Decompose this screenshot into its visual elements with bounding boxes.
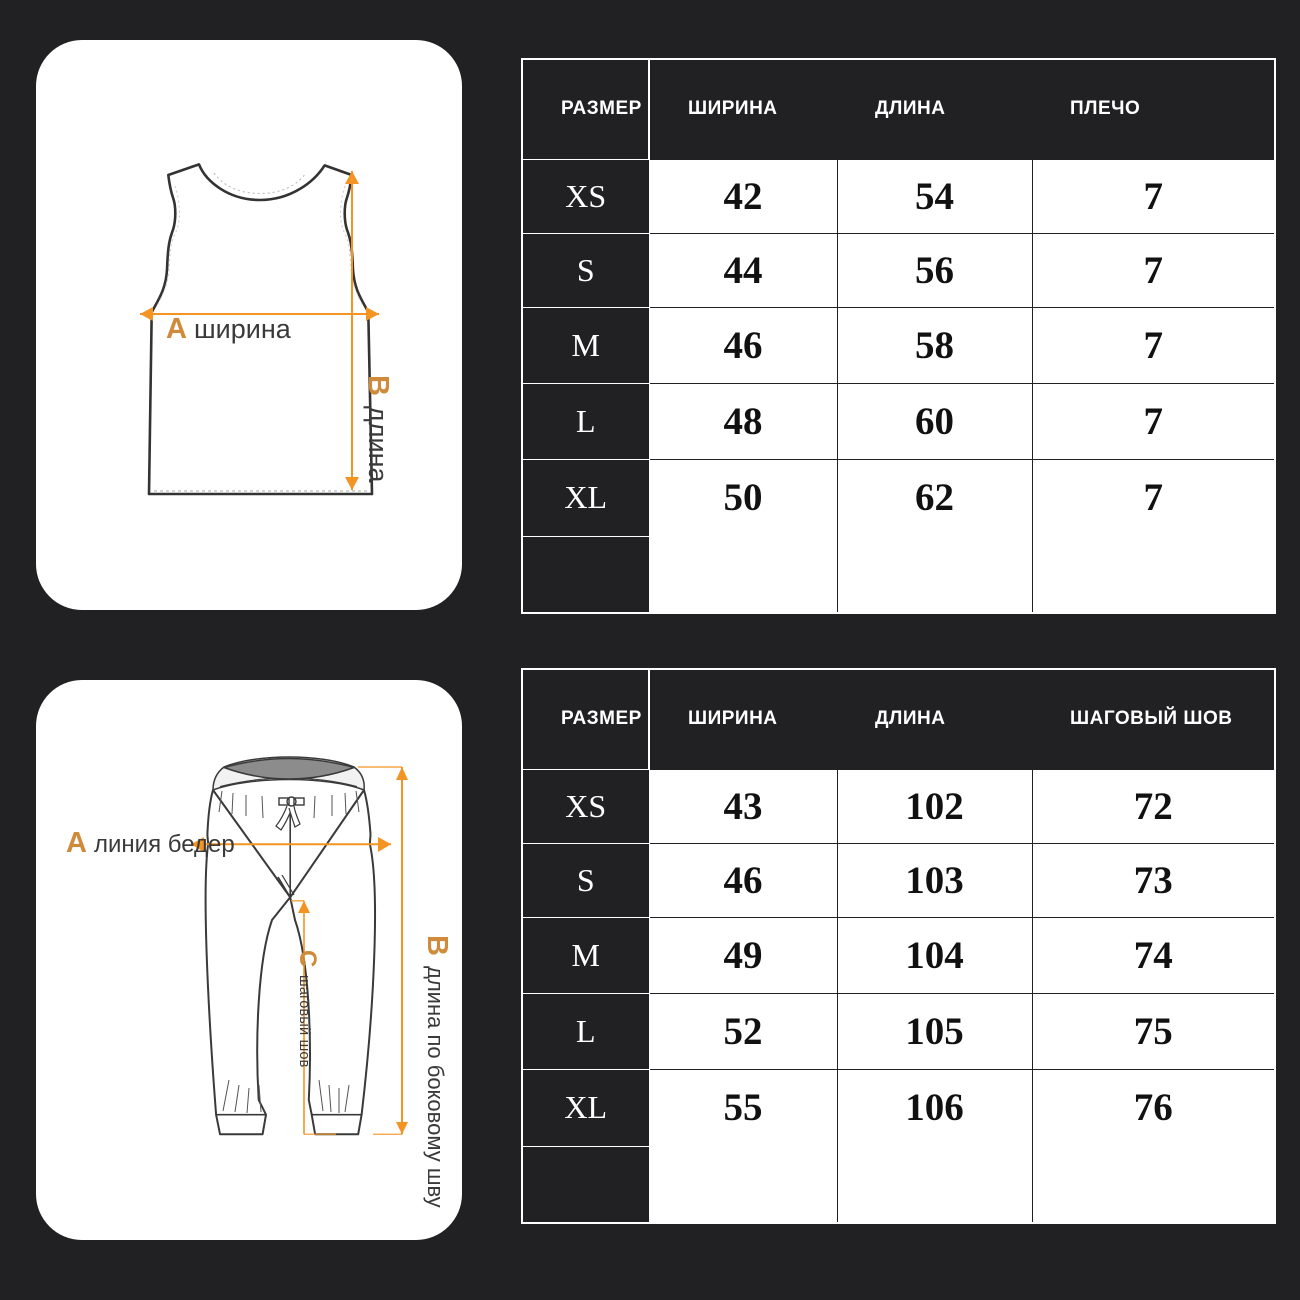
svg-text:B: B bbox=[362, 375, 394, 396]
svg-text:шаговый шов: шаговый шов bbox=[296, 975, 312, 1068]
svg-text:C: C bbox=[294, 950, 321, 967]
svg-text:ширина: ширина bbox=[194, 314, 292, 344]
svg-text:длина: длина bbox=[363, 406, 393, 484]
svg-text:длина по боковому шву: длина по боковому шву bbox=[423, 966, 448, 1208]
svg-text:линия бедер: линия бедер bbox=[94, 831, 235, 858]
svg-text:A: A bbox=[166, 313, 187, 345]
svg-text:A: A bbox=[66, 827, 87, 859]
svg-text:B: B bbox=[421, 935, 453, 956]
